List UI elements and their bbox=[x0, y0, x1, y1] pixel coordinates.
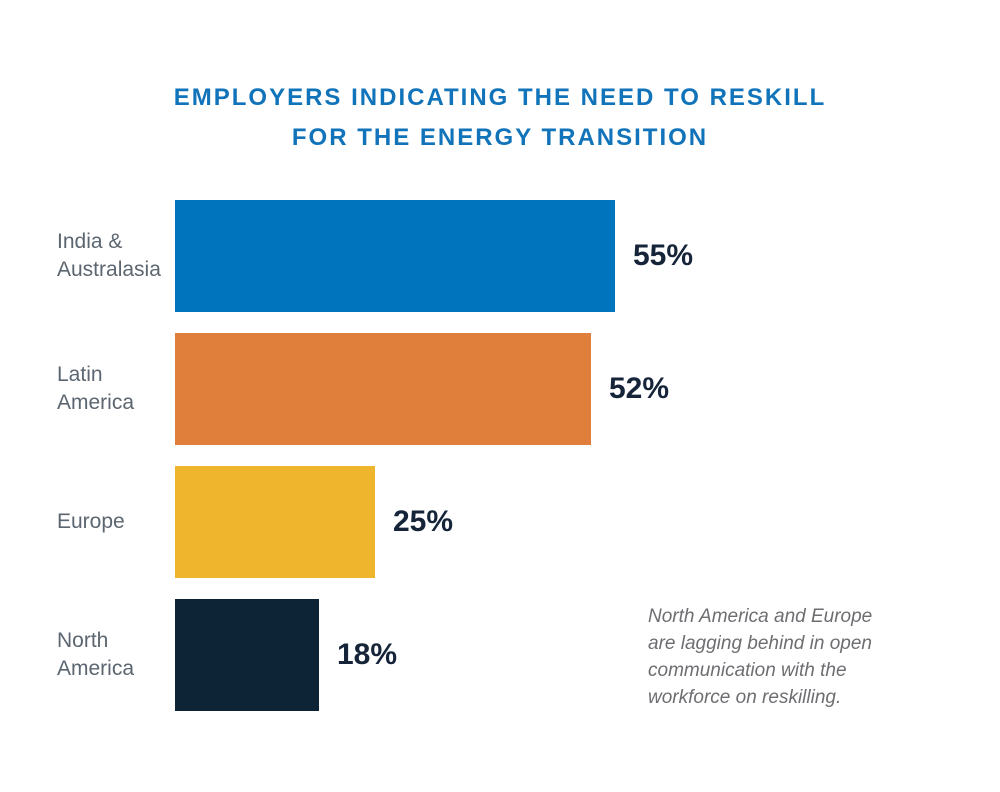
bar-north-america bbox=[175, 599, 319, 711]
value-label: 18% bbox=[337, 638, 398, 671]
value-label: 52% bbox=[609, 372, 670, 405]
category-label: North America bbox=[57, 629, 135, 680]
annotation-note: North America and Europe are lagging beh… bbox=[648, 606, 873, 708]
chart-title: EMPLOYERS INDICATING THE NEED TO RESKILL… bbox=[173, 84, 827, 151]
bar-row-europe: Europe 25% bbox=[0, 466, 1000, 578]
bar-row-latin-america: Latin America 52% bbox=[0, 333, 1000, 445]
bar-latin-america bbox=[175, 333, 591, 445]
category-label: Europe bbox=[57, 510, 125, 533]
value-label: 55% bbox=[633, 239, 694, 272]
bar-row-india-australasia: India & Australasia 55% bbox=[0, 200, 1000, 312]
bar-row-north-america: North America 18% bbox=[0, 599, 1000, 711]
bar-chart: India & Australasia 55% Latin America 52… bbox=[0, 200, 1000, 732]
category-label: Latin America bbox=[57, 363, 135, 414]
category-label: India & Australasia bbox=[57, 230, 161, 281]
bar-india-australasia bbox=[175, 200, 615, 312]
bar-europe bbox=[175, 466, 375, 578]
value-label: 25% bbox=[393, 505, 454, 538]
